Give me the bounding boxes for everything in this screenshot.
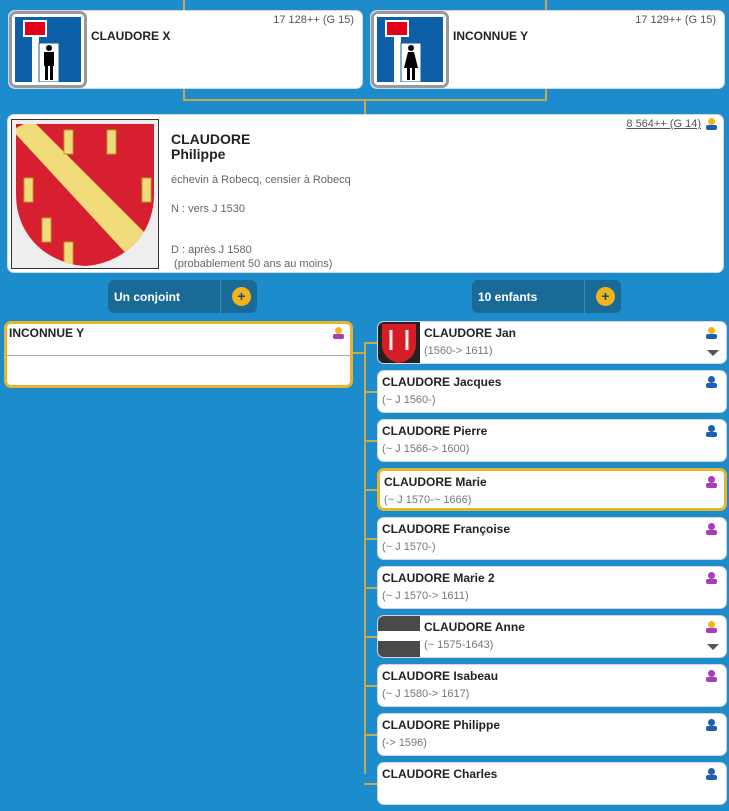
child-card[interactable]: CLAUDORE Marie (~ J 1570-~ 1666) <box>377 468 727 511</box>
expand-caret-icon[interactable] <box>707 644 719 650</box>
add-spouse-icon[interactable]: + <box>232 287 251 306</box>
age-info: (probablement 50 ans au moins) <box>171 258 333 270</box>
male-person-icon <box>706 719 717 731</box>
sosa-female-icon <box>333 327 344 339</box>
children-label: 10 enfants <box>478 290 538 304</box>
connector <box>183 99 547 101</box>
main-surname: CLAUDORE <box>171 131 251 147</box>
child-name: CLAUDORE Philippe <box>382 718 501 732</box>
connector <box>364 587 377 589</box>
connector <box>545 0 547 10</box>
coat-of-arms-image <box>11 119 159 269</box>
child-card[interactable]: CLAUDORE Marie 2 (~ J 1570-> 1611) <box>377 566 727 609</box>
child-name: CLAUDORE Jan <box>424 326 517 340</box>
child-dates: (~ J 1566-> 1600) <box>382 443 470 455</box>
sosa-person-icon <box>706 118 717 130</box>
child-card[interactable]: CLAUDORE Pierre (~ J 1566-> 1600) <box>377 419 727 462</box>
child-name: CLAUDORE Charles <box>382 767 498 781</box>
children-button[interactable]: 10 enfants + <box>472 280 621 313</box>
occupation: échevin à Robecq, censier à Robecq <box>171 174 351 186</box>
child-dates: (~ J 1560-) <box>382 394 436 406</box>
signature-thumbnail <box>378 616 420 657</box>
connector <box>364 636 377 638</box>
child-dates: (~ J 1580-> 1617) <box>382 688 470 700</box>
child-name: CLAUDORE Françoise <box>382 522 511 536</box>
child-dates: (~ J 1570-) <box>382 541 436 553</box>
connector <box>183 89 185 101</box>
male-placeholder-icon <box>9 11 87 88</box>
father-card[interactable]: 17 128++ (G 15) CLAUDORE X <box>8 10 363 89</box>
add-child-icon[interactable]: + <box>596 287 615 306</box>
main-person-card: CLAUDORE Philippe échevin à Robecq, cens… <box>7 114 724 273</box>
connector <box>364 101 366 114</box>
child-card[interactable]: CLAUDORE Françoise (~ J 1570-) <box>377 517 727 560</box>
connector <box>364 538 377 540</box>
connector <box>364 489 377 491</box>
child-dates: (~ 1575-1643) <box>424 639 494 651</box>
child-name: CLAUDORE Pierre <box>382 424 488 438</box>
male-person-icon <box>706 376 717 388</box>
expand-caret-icon[interactable] <box>707 350 719 356</box>
child-card[interactable]: CLAUDORE Anne (~ 1575-1643) <box>377 615 727 658</box>
connector <box>364 783 377 785</box>
person-name[interactable]: CLAUDORE X <box>91 29 171 43</box>
male-person-icon <box>706 327 717 339</box>
birth-info: N : vers J 1530 <box>171 203 245 215</box>
child-name: CLAUDORE Marie <box>384 475 487 489</box>
connector <box>364 342 377 344</box>
child-card[interactable]: CLAUDORE Charles <box>377 762 727 805</box>
child-card[interactable]: CLAUDORE Jan (1560-> 1611) <box>377 321 727 364</box>
mother-card[interactable]: 17 129++ (G 15) INCONNUE Y <box>370 10 725 89</box>
child-dates: (-> 1596) <box>382 737 427 749</box>
sosa-number: 17 129++ (G 15) <box>635 14 716 26</box>
connector <box>545 89 547 101</box>
connector <box>183 0 185 10</box>
child-name: CLAUDORE Jacques <box>382 375 502 389</box>
child-dates: (1560-> 1611) <box>424 345 493 357</box>
female-person-icon <box>706 572 717 584</box>
male-person-icon <box>706 768 717 780</box>
female-person-icon <box>706 476 717 488</box>
child-card[interactable]: CLAUDORE Jacques (~ J 1560-) <box>377 370 727 413</box>
spouse-card[interactable]: INCONNUE Y <box>4 321 353 388</box>
child-name: CLAUDORE Marie 2 <box>382 571 495 585</box>
child-name: CLAUDORE Anne <box>424 620 525 634</box>
spouses-button[interactable]: Un conjoint + <box>108 280 257 313</box>
connector <box>353 352 365 354</box>
death-info: D : après J 1580 <box>171 244 252 256</box>
divider <box>7 355 350 356</box>
male-person-icon <box>706 425 717 437</box>
child-dates: (~ J 1570-> 1611) <box>382 590 469 602</box>
person-name[interactable]: INCONNUE Y <box>453 29 529 43</box>
female-placeholder-icon <box>371 11 449 88</box>
sosa-link[interactable]: 8 564++ (G 14) <box>626 118 701 130</box>
female-person-icon <box>706 670 717 682</box>
child-card[interactable]: CLAUDORE Isabeau (~ J 1580-> 1617) <box>377 664 727 707</box>
children-tree-line <box>364 342 366 774</box>
spouse-name: INCONNUE Y <box>9 326 85 340</box>
connector <box>364 391 377 393</box>
connector <box>364 734 377 736</box>
sosa-number: 17 128++ (G 15) <box>273 14 354 26</box>
connector <box>364 685 377 687</box>
coat-of-arms-thumbnail <box>378 322 420 363</box>
connector <box>364 440 377 442</box>
child-name: CLAUDORE Isabeau <box>382 669 499 683</box>
main-firstname: Philippe <box>171 146 226 162</box>
child-card[interactable]: CLAUDORE Philippe (-> 1596) <box>377 713 727 756</box>
female-person-icon <box>706 621 717 633</box>
female-person-icon <box>706 523 717 535</box>
spouses-label: Un conjoint <box>114 290 180 304</box>
child-dates: (~ J 1570-~ 1666) <box>384 494 472 506</box>
